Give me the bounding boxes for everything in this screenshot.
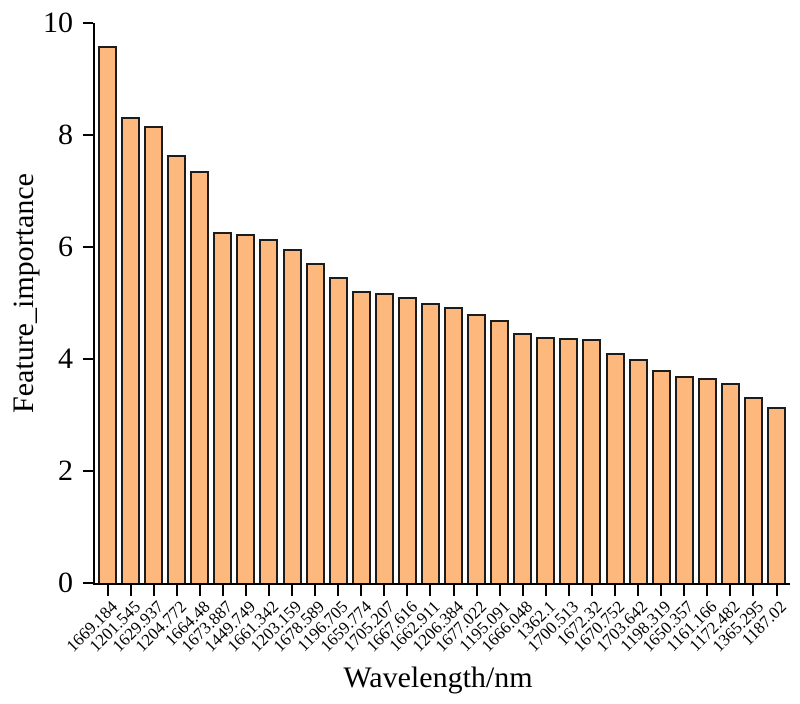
- x-axis-tick: [567, 583, 570, 596]
- bar: [374, 292, 394, 583]
- y-axis-tick-label: 4: [58, 342, 73, 375]
- x-axis-tick: [383, 583, 386, 596]
- x-axis-tick: [475, 583, 478, 596]
- bar: [582, 338, 602, 583]
- plot-area: 0 2 4 6 8 10 1669.184 1201.545 1629.937 1204.772 1…: [43, 6, 790, 656]
- bar: [513, 332, 533, 583]
- bar: [351, 291, 371, 583]
- bar: [397, 297, 417, 583]
- x-axis-tick: [498, 583, 501, 596]
- x-axis-tick: [360, 583, 363, 596]
- x-axis-tick: [152, 583, 155, 596]
- x-axis-tick: [291, 583, 294, 596]
- x-axis-tick: [267, 583, 270, 596]
- y-axis-tick: [83, 22, 93, 24]
- y-axis-tick: [83, 470, 93, 472]
- x-axis-tick: [314, 583, 317, 596]
- x-axis-tick: [729, 583, 732, 596]
- bar: [236, 233, 256, 583]
- y-axis-tick-label: 8: [58, 118, 73, 151]
- bar: [697, 378, 717, 583]
- bar: [167, 155, 187, 583]
- x-axis-tick: [775, 583, 778, 596]
- x-axis-tick: [452, 583, 455, 596]
- x-axis-tick: [429, 583, 432, 596]
- x-axis-tick: [590, 583, 593, 596]
- y-axis-tick-label: 0: [58, 566, 73, 599]
- bar: [467, 314, 487, 583]
- x-axis-tick: [175, 583, 178, 596]
- x-axis-tick: [244, 583, 247, 596]
- bar: [420, 303, 440, 583]
- bar: [559, 337, 579, 583]
- x-axis-tick: [683, 583, 686, 596]
- bar: [121, 117, 141, 583]
- x-axis-tick: [406, 583, 409, 596]
- bar: [628, 359, 648, 583]
- bar: [259, 238, 279, 583]
- x-axis-tick: [752, 583, 755, 596]
- bar: [98, 45, 117, 583]
- bar: [720, 383, 740, 583]
- bar: [605, 353, 625, 583]
- y-axis-tick: [83, 358, 93, 360]
- bar: [444, 307, 464, 583]
- x-axis-title: Wavelength/nm: [343, 661, 533, 694]
- x-axis-tick: [637, 583, 640, 596]
- bar: [144, 126, 164, 583]
- x-axis-tick: [106, 583, 109, 596]
- x-axis-tick: [544, 583, 547, 596]
- x-axis-tick: [706, 583, 709, 596]
- x-axis-tick: [660, 583, 663, 596]
- y-axis-tick: [83, 134, 93, 136]
- x-axis-tick: [129, 583, 132, 596]
- x-axis-tick: [614, 583, 617, 596]
- bar: [674, 376, 694, 583]
- y-axis-tick-label: 10: [43, 6, 73, 39]
- bar: [190, 170, 210, 583]
- bar: [536, 337, 556, 583]
- bar: [490, 319, 510, 583]
- y-axis-tick: [83, 246, 93, 248]
- bar: [328, 276, 348, 583]
- bar: [767, 406, 786, 583]
- x-axis-tick: [198, 583, 201, 596]
- bar: [651, 370, 671, 583]
- bar: [305, 263, 325, 583]
- bar: [743, 396, 763, 583]
- y-axis-tick: [83, 582, 93, 584]
- bar: [213, 231, 233, 583]
- y-axis-tick-label: 6: [58, 230, 73, 263]
- bar: [282, 249, 302, 583]
- x-axis-tick: [337, 583, 340, 596]
- x-axis-tick: [221, 583, 224, 596]
- x-axis-tick: [521, 583, 524, 596]
- y-axis-tick-label: 2: [58, 454, 73, 487]
